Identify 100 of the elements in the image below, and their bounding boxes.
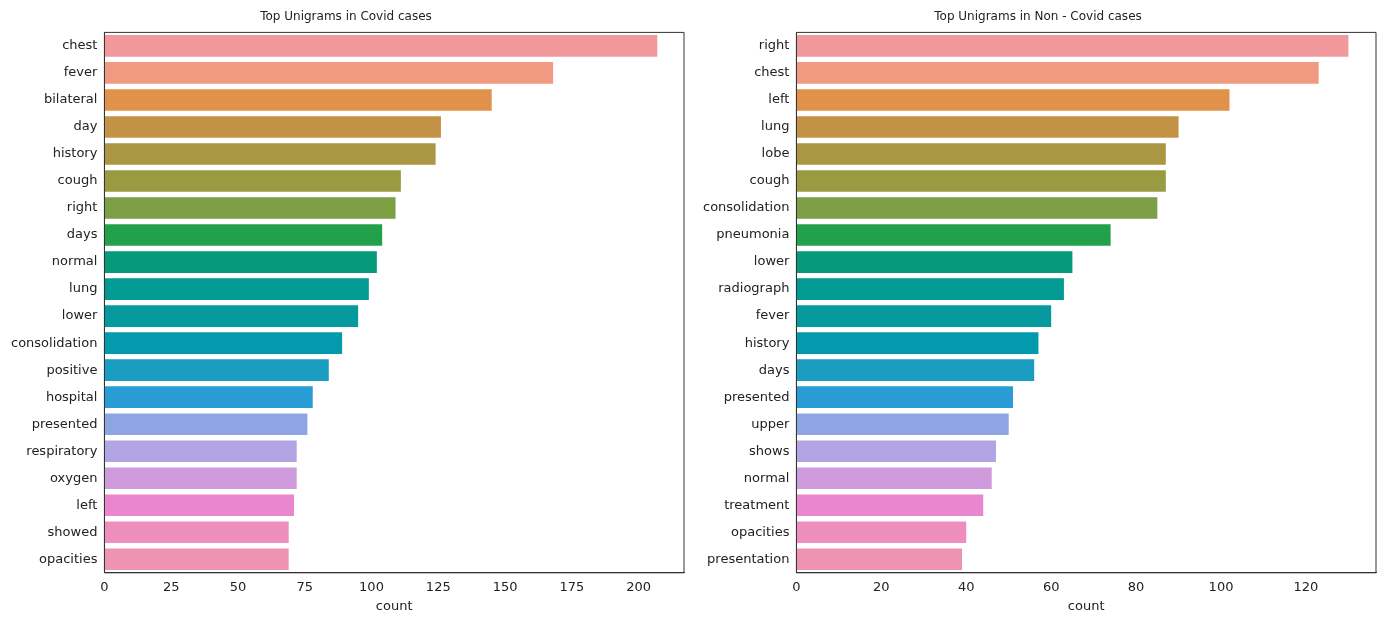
y-tick-label: opacities: [38, 550, 98, 566]
y-tick-label: lower: [61, 307, 99, 323]
bar: [104, 359, 329, 381]
x-tick-label: 25: [162, 578, 180, 594]
y-tick-label: lung: [69, 280, 98, 296]
bar: [796, 305, 1052, 327]
y-tick-label: showed: [47, 523, 98, 539]
bar: [796, 359, 1035, 381]
bar: [796, 62, 1319, 84]
chart-title: Top Unigrams in Covid cases: [259, 9, 432, 24]
y-tick-label: positive: [46, 361, 98, 377]
bar: [104, 413, 308, 435]
y-tick-label: normal: [743, 469, 790, 485]
x-tick-label: 100: [359, 578, 384, 594]
x-tick-label: 20: [873, 578, 890, 594]
bar: [796, 224, 1111, 246]
y-tick-label: lobe: [761, 145, 790, 161]
y-tick-label: cough: [57, 172, 98, 188]
bar: [796, 521, 967, 544]
y-tick-label: cough: [749, 172, 790, 188]
bar: [104, 440, 297, 463]
y-tick-label: history: [52, 145, 98, 161]
y-tick-label: left: [76, 496, 98, 512]
y-tick-label: history: [744, 334, 790, 350]
x-tick-label: 0: [100, 578, 109, 594]
bar: [104, 116, 441, 138]
x-tick-label: 150: [492, 578, 518, 594]
x-tick-label: 200: [626, 578, 652, 594]
bar: [104, 143, 436, 165]
bar: [796, 143, 1166, 165]
bar: [104, 305, 359, 327]
bar: [104, 548, 289, 571]
y-tick-label: fever: [755, 307, 791, 323]
y-tick-label: bilateral: [43, 91, 98, 107]
x-tick-label: 100: [1208, 578, 1234, 594]
x-tick-label: 50: [229, 578, 247, 594]
bar: [104, 386, 313, 408]
y-tick-label: normal: [51, 253, 98, 269]
bar: [104, 521, 289, 544]
bar: [796, 332, 1039, 354]
y-tick-label: right: [758, 37, 790, 53]
x-tick-label: 0: [792, 578, 801, 594]
y-tick-label: treatment: [724, 496, 790, 512]
bar: [796, 197, 1158, 219]
y-tick-label: respiratory: [26, 442, 98, 458]
bar: [104, 35, 658, 57]
y-tick-label: lung: [761, 118, 790, 134]
y-tick-label: upper: [751, 415, 791, 431]
bar: [796, 386, 1013, 408]
bar: [796, 251, 1073, 273]
bar: [796, 440, 996, 463]
y-tick-label: presentation: [707, 550, 790, 566]
y-tick-label: day: [73, 118, 98, 134]
x-axis-title: count: [375, 597, 413, 613]
bar: [796, 170, 1166, 192]
bar: [796, 548, 963, 571]
bar: [796, 278, 1064, 300]
bar: [104, 89, 492, 111]
x-tick-label: 60: [1042, 578, 1060, 594]
x-tick-label: 175: [559, 578, 585, 594]
chart-title: Top Unigrams in Non - Covid cases: [933, 9, 1142, 24]
bar: [104, 278, 369, 300]
bar: [796, 494, 984, 517]
x-axis-title: count: [1067, 597, 1105, 613]
y-tick-label: right: [66, 199, 98, 215]
y-tick-label: oxygen: [49, 469, 98, 485]
y-tick-label: opacities: [730, 523, 790, 539]
bar: [104, 494, 295, 517]
bar: [796, 116, 1179, 138]
x-tick-label: 80: [1127, 578, 1145, 594]
y-tick-label: radiograph: [718, 280, 790, 296]
y-tick-label: fever: [63, 64, 99, 80]
bar: [104, 332, 343, 354]
y-tick-label: presented: [723, 388, 790, 404]
y-tick-label: days: [66, 226, 98, 242]
y-tick-label: chest: [62, 37, 98, 53]
y-tick-label: pneumonia: [716, 226, 790, 242]
y-tick-label: chest: [754, 64, 790, 80]
y-tick-label: lower: [753, 253, 791, 269]
bar: [104, 197, 396, 219]
bar: [796, 467, 992, 490]
x-tick-label: 125: [425, 578, 451, 594]
x-tick-label: 120: [1293, 578, 1319, 594]
bar: [104, 170, 401, 192]
y-tick-label: consolidation: [10, 334, 98, 350]
bar: [104, 467, 297, 490]
bar: [796, 35, 1349, 57]
y-tick-label: shows: [749, 442, 790, 458]
bar: [104, 62, 554, 84]
bar: [104, 251, 377, 273]
bar: [796, 89, 1230, 111]
bar: [104, 224, 383, 246]
x-tick-label: 75: [296, 578, 313, 594]
y-tick-label: left: [768, 91, 790, 107]
y-tick-label: hospital: [45, 388, 98, 404]
x-tick-label: 40: [957, 578, 975, 594]
bar: [796, 413, 1009, 435]
y-tick-label: days: [758, 361, 790, 377]
y-tick-label: consolidation: [702, 199, 790, 215]
y-tick-label: presented: [31, 415, 98, 431]
